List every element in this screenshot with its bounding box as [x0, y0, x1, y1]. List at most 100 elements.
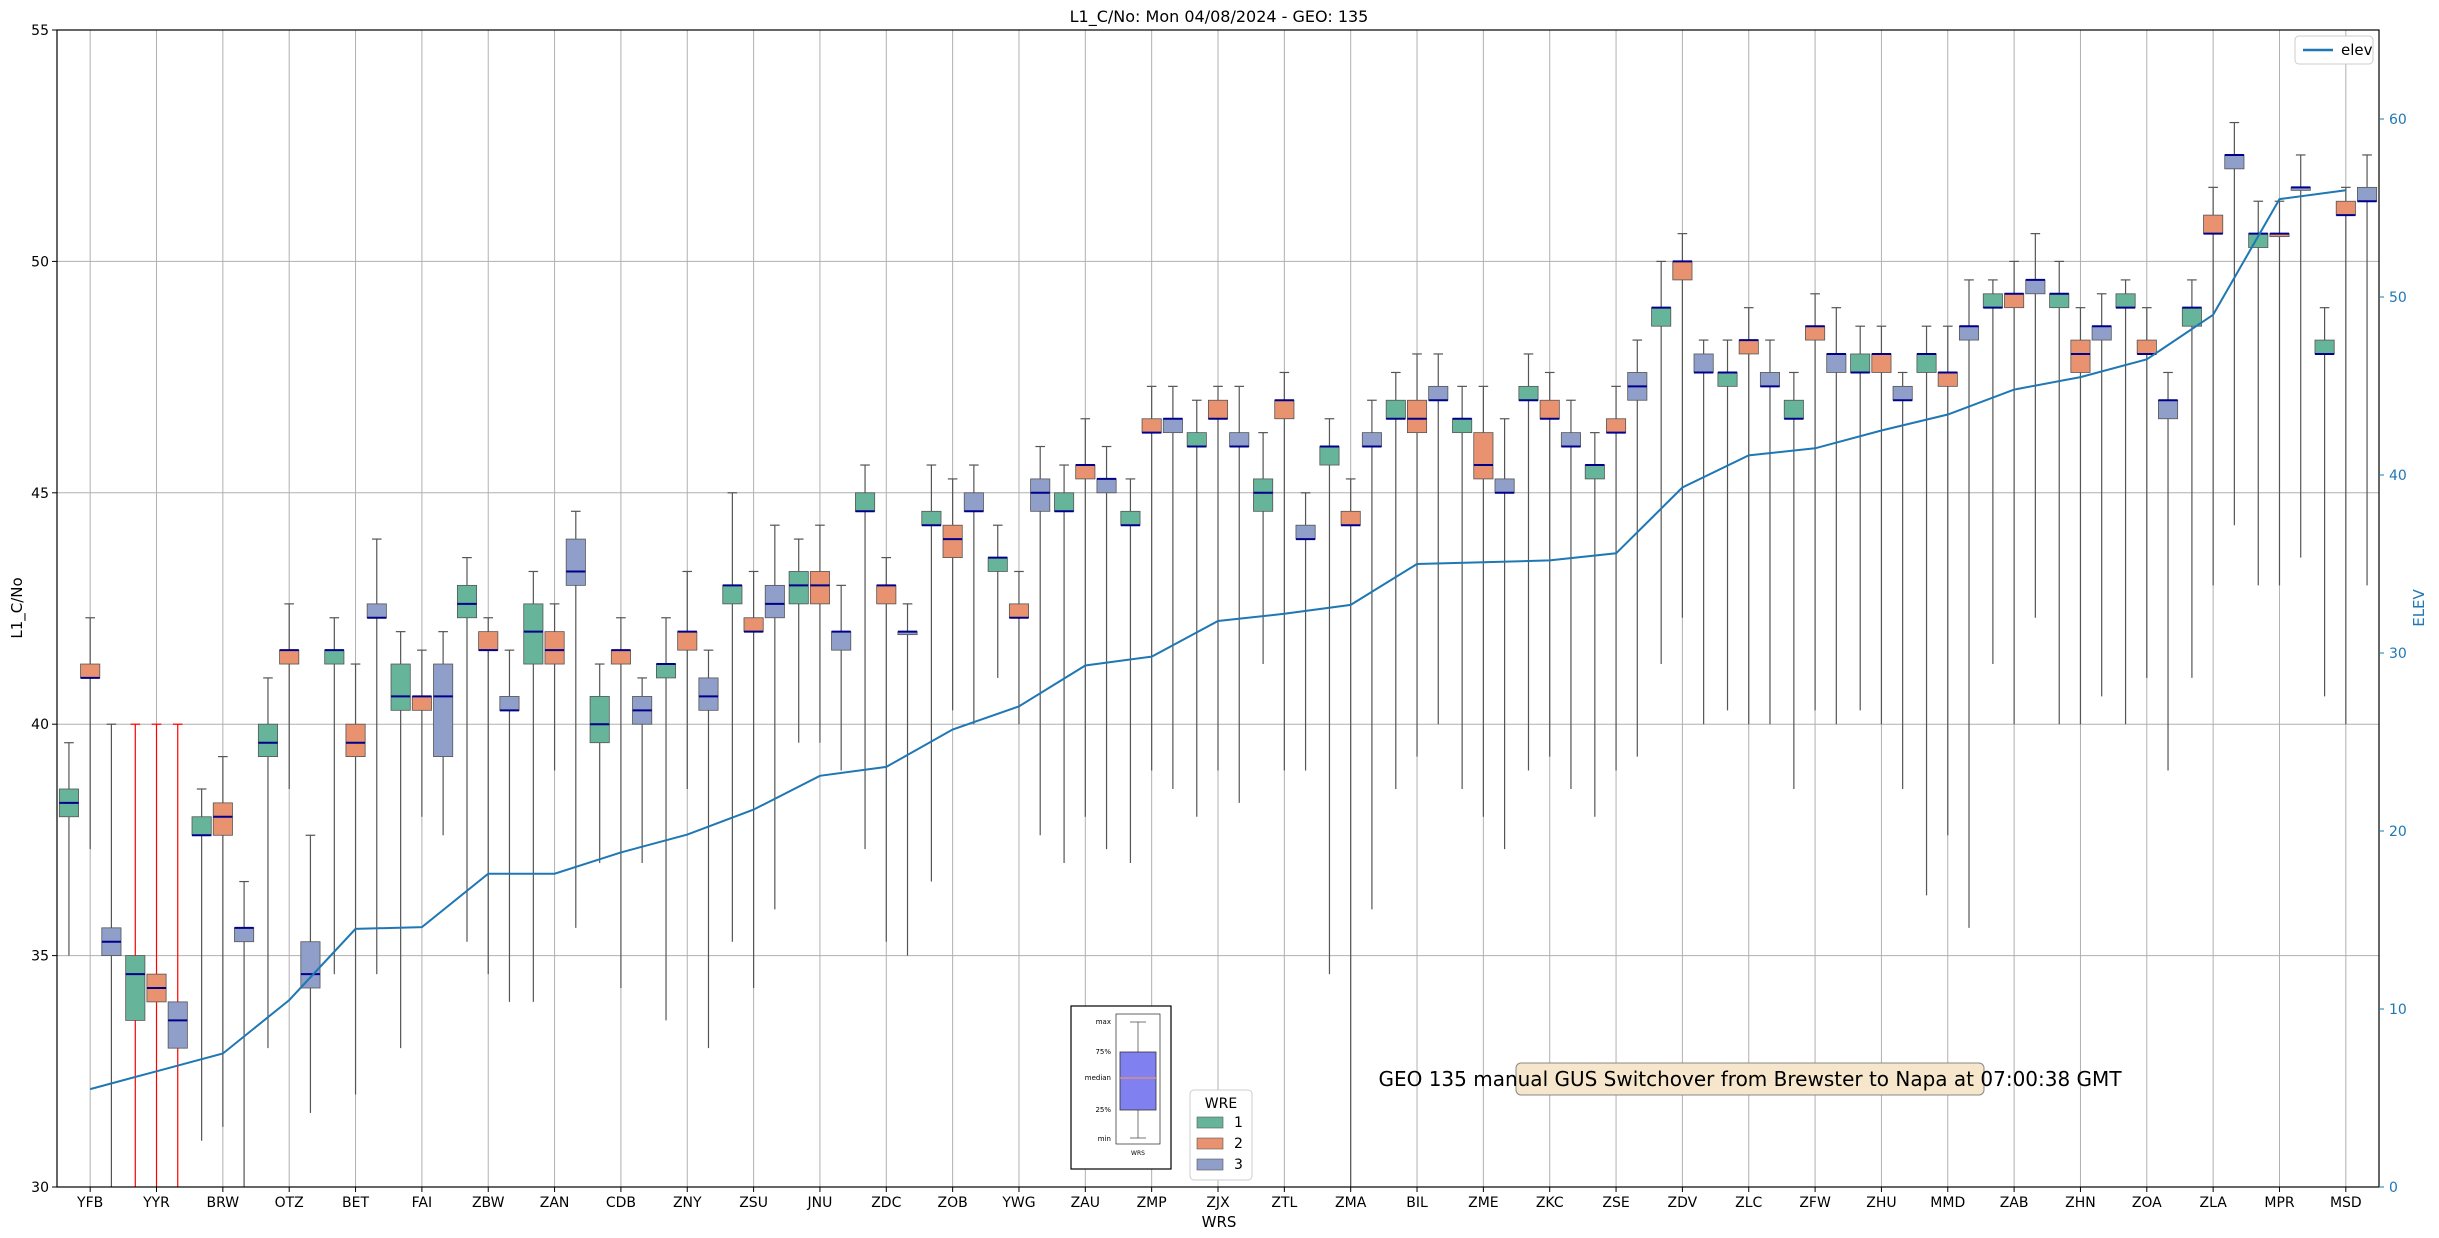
- iqr-box: [743, 617, 764, 633]
- x-tick-label: ZLA: [2199, 1195, 2227, 1211]
- iqr-box: [2335, 200, 2356, 216]
- iqr-box: [764, 584, 785, 619]
- iqr-box: [2004, 293, 2025, 309]
- box-ZSU-wre2: [743, 570, 764, 988]
- box-ZSE-wre1: [1584, 432, 1605, 817]
- iqr-box: [279, 649, 300, 665]
- iqr-box: [1361, 432, 1382, 447]
- inset-box: [1119, 1051, 1157, 1111]
- iqr-box: [1584, 464, 1605, 480]
- annotation-text: GEO 135 manual GUS Switchover from Brews…: [1378, 1067, 2122, 1091]
- iqr-box: [1120, 510, 1141, 526]
- box-ZFW-wre1: [1783, 371, 1804, 789]
- box-ZOB-wre3: [963, 464, 984, 725]
- iqr-box: [1518, 385, 1539, 401]
- x-tick-label: MPR: [2264, 1195, 2295, 1211]
- iqr-box: [831, 631, 852, 651]
- box-JNU-wre1: [788, 538, 809, 743]
- box-ZOB-wre2: [942, 478, 963, 711]
- iqr-box: [1826, 353, 1847, 373]
- iqr-box: [544, 631, 565, 665]
- iqr-box: [1207, 399, 1229, 420]
- iqr-box: [1253, 478, 1274, 512]
- box-ZLA-wre2: [2203, 186, 2224, 586]
- x-tick-label: ZMP: [1137, 1195, 1167, 1211]
- box-ZFW-wre3: [1826, 307, 1847, 725]
- x-tick-label: ZHN: [2065, 1195, 2096, 1211]
- y2-tick-label: 10: [2389, 1002, 2407, 1018]
- iqr-box: [1229, 432, 1250, 447]
- iqr-box: [167, 1001, 188, 1049]
- y-tick-label: 45: [31, 486, 49, 502]
- iqr-box: [1783, 399, 1804, 420]
- x-tick-label: ZOB: [938, 1195, 968, 1211]
- wre-legend: WRE 1 2 3: [1189, 1089, 1253, 1181]
- iqr-box: [1407, 399, 1428, 434]
- iqr-box: [433, 663, 454, 757]
- box-JNU-wre3: [831, 584, 852, 771]
- iqr-box: [499, 696, 520, 711]
- iqr-box: [234, 927, 255, 943]
- iqr-box: [1054, 492, 1075, 512]
- box-YWG-wre1: [987, 524, 1008, 678]
- elev-series: [89, 189, 2346, 1091]
- wre-legend-label-3: 3: [1234, 1157, 1243, 1173]
- box-YYR-wre3: [167, 723, 188, 1187]
- box-ZBW-wre2: [478, 617, 499, 975]
- box-ZLC-wre3: [1759, 339, 1780, 725]
- iqr-box: [2070, 339, 2091, 373]
- wre-legend-label-2: 2: [1234, 1136, 1243, 1152]
- inset-max-label: max: [1096, 1018, 1111, 1026]
- box-MMD-wre1: [1916, 325, 1937, 896]
- box-ZMA-wre2: [1340, 478, 1361, 1187]
- box-series: [58, 121, 2378, 1187]
- box-ZNY-wre3: [698, 649, 719, 1049]
- box-ZOA-wre2: [2136, 307, 2157, 678]
- x-tick-label: YFB: [76, 1195, 103, 1211]
- box-ZME-wre1: [1452, 385, 1473, 789]
- y-tick-label: 55: [31, 23, 49, 39]
- x-tick-label: BRW: [207, 1195, 240, 1211]
- box-YYR-wre1: [125, 723, 146, 1187]
- box-ZHN-wre2: [2070, 307, 2091, 725]
- iqr-box: [1871, 353, 1892, 373]
- box-ZJX-wre1: [1186, 399, 1207, 817]
- iqr-box: [1186, 432, 1207, 447]
- box-YFB-wre2: [80, 617, 101, 850]
- x-tick-label: BIL: [1406, 1195, 1428, 1211]
- box-ZME-wre3: [1494, 418, 1515, 850]
- box-ZBW-wre1: [456, 556, 478, 942]
- iqr-box: [1982, 293, 2003, 309]
- box-ZTL-wre1: [1253, 432, 1274, 665]
- box-FAI-wre2: [411, 649, 432, 817]
- box-ZLA-wre1: [2181, 279, 2202, 678]
- box-BET-wre3: [366, 538, 387, 975]
- box-ZLA-wre3: [2224, 121, 2245, 526]
- iqr-box: [1539, 399, 1560, 420]
- iqr-box: [1717, 372, 1738, 387]
- box-ZHU-wre3: [1892, 371, 1913, 789]
- iqr-box: [1295, 524, 1316, 540]
- y2-tick-label: 60: [2389, 112, 2407, 128]
- iqr-box: [366, 603, 387, 619]
- iqr-box: [2158, 399, 2179, 420]
- box-YYR-wre2: [146, 723, 167, 1187]
- x-tick-label: ZFW: [1799, 1195, 1831, 1211]
- box-OTZ-wre2: [279, 603, 300, 789]
- box-FAI-wre3: [433, 631, 454, 836]
- box-BRW-wre1: [191, 788, 212, 1141]
- y2-tick-label: 50: [2389, 290, 2407, 306]
- box-ZTL-wre3: [1295, 492, 1316, 771]
- x-tick-label: JNU: [807, 1195, 833, 1211]
- wre-legend-title: WRE: [1205, 1096, 1237, 1112]
- x-tick-label: ZSE: [1602, 1195, 1629, 1211]
- inset-q25-label: 25%: [1095, 1106, 1111, 1114]
- elev-legend-label: elev: [2341, 41, 2373, 59]
- elev-legend: elev: [2294, 35, 2374, 65]
- box-ZJX-wre2: [1207, 385, 1229, 771]
- x-tick-label: ZDC: [871, 1195, 901, 1211]
- box-FAI-wre1: [390, 631, 411, 1049]
- iqr-box: [1937, 372, 1958, 387]
- y-tick-label: 35: [31, 949, 49, 965]
- iqr-box: [1672, 260, 1693, 281]
